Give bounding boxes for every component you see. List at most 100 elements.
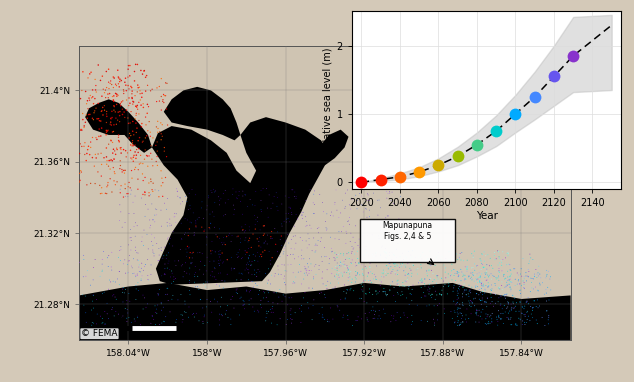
Point xyxy=(126,108,136,115)
Point xyxy=(165,309,175,315)
Point xyxy=(502,314,512,320)
Point xyxy=(343,265,353,272)
Point xyxy=(152,207,162,213)
Point xyxy=(209,214,219,220)
Point xyxy=(126,167,136,173)
Point xyxy=(429,253,439,259)
Point xyxy=(126,147,136,153)
Point xyxy=(146,231,157,237)
Point xyxy=(241,235,251,241)
Point xyxy=(521,270,531,276)
Point xyxy=(462,287,472,293)
Point xyxy=(120,270,131,276)
Point xyxy=(219,235,229,241)
Point xyxy=(97,93,107,99)
Point xyxy=(202,203,212,209)
Point xyxy=(153,129,163,135)
Point xyxy=(500,255,510,261)
Point xyxy=(214,317,224,323)
Point xyxy=(84,112,94,118)
Point xyxy=(247,258,257,264)
Point xyxy=(106,264,116,270)
Point xyxy=(413,271,423,277)
Point xyxy=(452,309,462,315)
Point xyxy=(498,256,508,262)
Point xyxy=(160,271,171,277)
Point xyxy=(207,248,217,254)
Point xyxy=(375,277,385,283)
Point xyxy=(287,212,297,218)
Point xyxy=(170,213,180,219)
Point xyxy=(86,69,96,75)
Point xyxy=(344,214,354,220)
Point xyxy=(480,298,490,304)
Point xyxy=(416,317,426,324)
Point xyxy=(212,281,222,287)
Point xyxy=(211,232,221,238)
Point xyxy=(487,316,497,322)
Point xyxy=(496,282,507,288)
Point xyxy=(365,214,375,220)
Point xyxy=(238,298,248,304)
Point xyxy=(279,245,289,251)
Point xyxy=(417,279,427,285)
Point xyxy=(79,143,89,149)
Point xyxy=(341,240,351,246)
Point xyxy=(138,71,148,77)
Point xyxy=(459,272,469,278)
Point xyxy=(464,302,474,308)
Point xyxy=(300,290,310,296)
Point xyxy=(281,217,292,223)
Point xyxy=(419,281,429,287)
Point xyxy=(144,189,154,196)
Point xyxy=(184,244,194,250)
Point xyxy=(313,238,323,244)
Point xyxy=(90,256,100,262)
Point xyxy=(258,232,268,238)
Point xyxy=(351,279,361,285)
Point xyxy=(484,319,494,325)
Point xyxy=(332,254,342,261)
Point xyxy=(311,262,321,268)
Point xyxy=(503,299,514,306)
Point xyxy=(258,249,268,255)
Point xyxy=(140,213,150,219)
Point xyxy=(377,244,387,250)
Point xyxy=(470,283,481,289)
Point xyxy=(242,249,252,256)
Point xyxy=(462,265,472,272)
Point xyxy=(443,257,453,264)
Point xyxy=(358,272,368,278)
Point xyxy=(240,222,250,228)
Point xyxy=(350,240,360,246)
Point xyxy=(143,82,153,88)
Point xyxy=(403,270,413,277)
Point xyxy=(138,243,148,249)
Point xyxy=(512,322,522,328)
Point xyxy=(451,300,462,306)
Point xyxy=(256,302,266,308)
Point xyxy=(471,312,481,318)
Point xyxy=(97,269,107,275)
Point xyxy=(371,288,381,295)
Point xyxy=(399,312,410,318)
Point xyxy=(403,249,413,255)
Point xyxy=(417,276,427,282)
Point xyxy=(482,262,492,268)
Point xyxy=(330,250,340,256)
Point xyxy=(277,201,287,207)
Point xyxy=(344,202,354,208)
Point xyxy=(505,267,515,273)
Point xyxy=(359,187,369,193)
Point xyxy=(295,306,305,312)
Point xyxy=(120,114,130,120)
Point xyxy=(128,142,138,149)
Point xyxy=(180,298,190,304)
Point xyxy=(178,274,188,280)
Point xyxy=(475,256,485,262)
Point xyxy=(127,96,137,102)
Point xyxy=(86,95,96,101)
Point xyxy=(375,251,385,257)
Point xyxy=(381,272,391,278)
Point xyxy=(127,265,138,271)
